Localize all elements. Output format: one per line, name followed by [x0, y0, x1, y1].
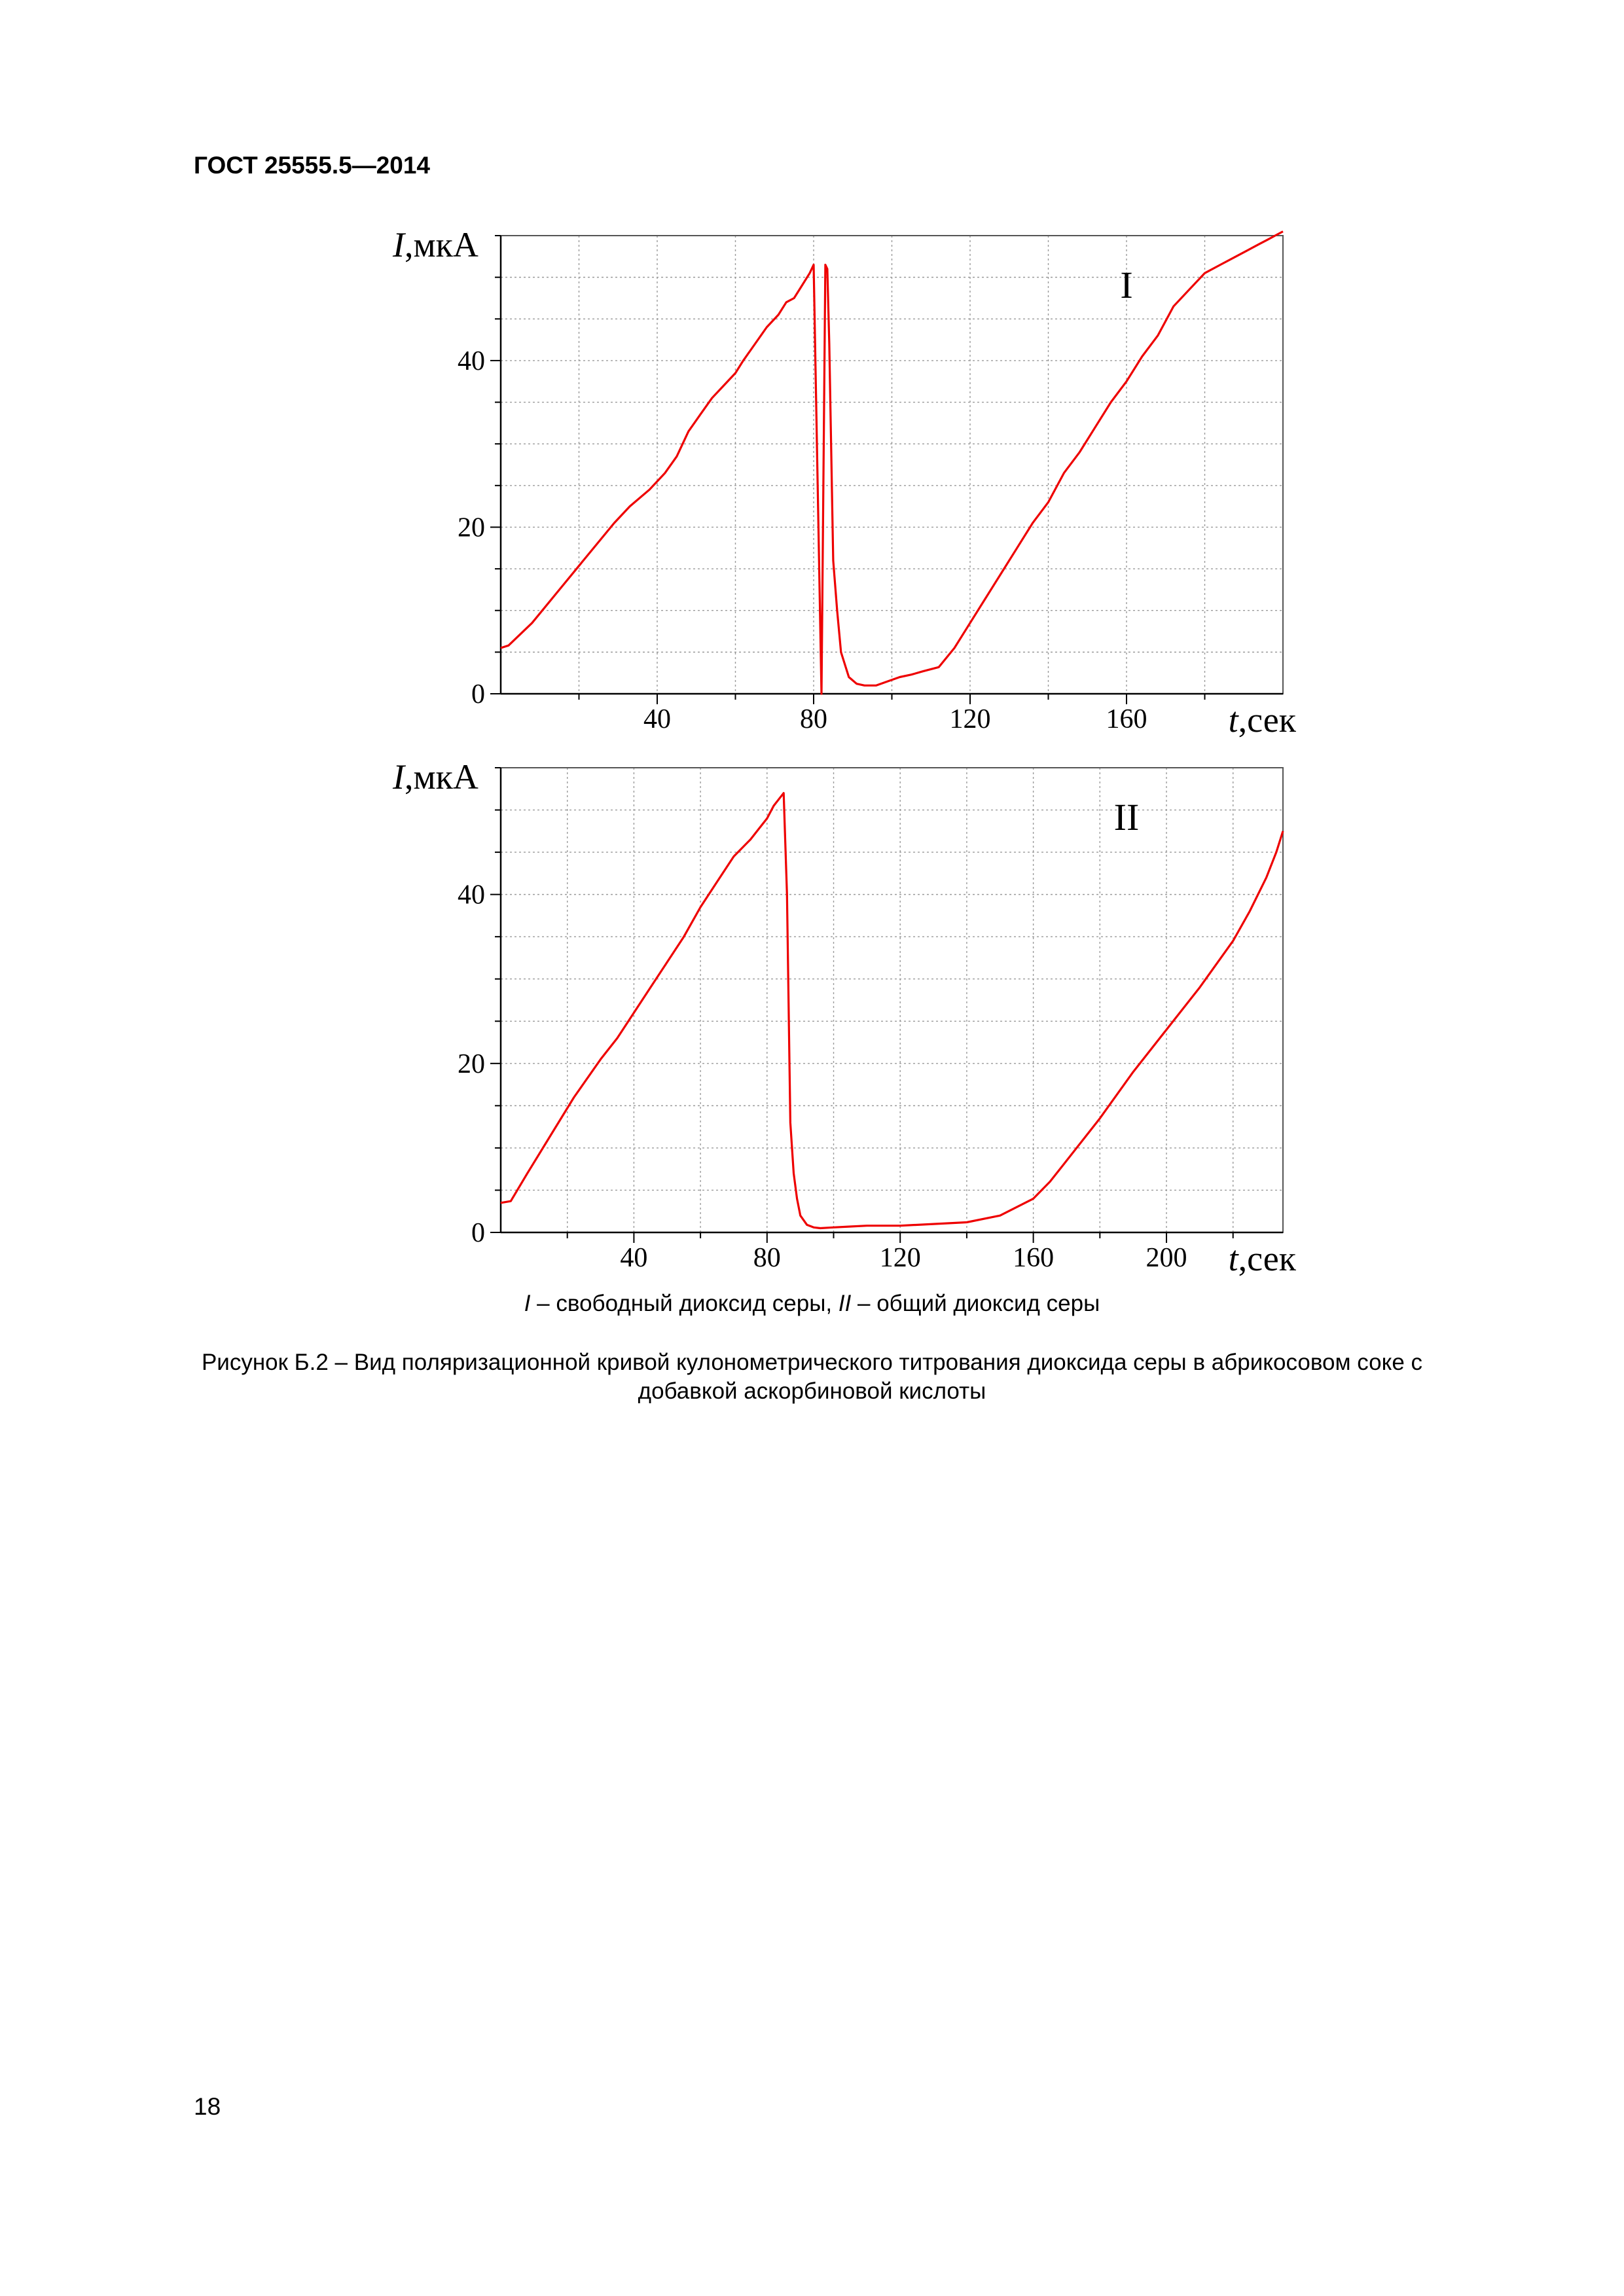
x-tick-label: 80 [800, 704, 827, 734]
x-tick-label: 120 [950, 704, 991, 734]
figure-title-line-2: добавкой аскорбиновой кислоты [638, 1378, 986, 1404]
y-tick-label: 0 [471, 1218, 485, 1248]
y-axis-label: I,мкА [392, 757, 478, 797]
chart-free-sulfur-dioxide: 0 20 40 40 80 120 160 I,мкА t,сек I [392, 225, 1296, 740]
plot-frame [500, 767, 1284, 1233]
titration-curve [500, 230, 1284, 695]
y-axis-label: I,мкА [392, 225, 478, 264]
legend-label-i: I [524, 1291, 531, 1316]
x-axis-label: t,сек [1229, 1239, 1296, 1278]
y-tick-label: 20 [458, 512, 485, 543]
x-tick-label: 160 [1106, 704, 1147, 734]
x-tick-label: 80 [753, 1243, 781, 1273]
legend-label-ii: II [838, 1291, 852, 1316]
curve-legend: I – свободный диоксид серы, II – общий д… [0, 1291, 1624, 1317]
page-number: 18 [194, 2093, 221, 2120]
y-tick-label: 20 [458, 1049, 485, 1079]
legend-text-free: – свободный диоксид серы, [530, 1291, 839, 1316]
x-tick-label: 200 [1146, 1243, 1187, 1273]
y-tick-label: 40 [458, 346, 485, 376]
panel-label: I [1120, 264, 1132, 306]
x-tick-label: 120 [880, 1243, 921, 1273]
panel-label: II [1114, 796, 1140, 838]
figure-title: Рисунок Б.2 – Вид поляризационной кривой… [0, 1348, 1624, 1406]
y-tick-label: 0 [471, 679, 485, 709]
titration-curve [500, 792, 1284, 1230]
x-tick-label: 160 [1013, 1243, 1054, 1273]
x-axis-label: t,сек [1229, 700, 1296, 740]
x-tick-label: 40 [620, 1243, 647, 1273]
y-tick-label: 40 [458, 880, 485, 910]
legend-text-total: – общий диоксид серы [851, 1291, 1100, 1316]
x-tick-label: 40 [643, 704, 671, 734]
chart-total-sulfur-dioxide: 0 20 40 40 80 120 160 200 I,мкА t,сек II [392, 757, 1296, 1278]
document-code: ГОСТ 25555.5—2014 [194, 152, 431, 179]
figure-title-line-1: Рисунок Б.2 – Вид поляризационной кривой… [201, 1350, 1423, 1375]
